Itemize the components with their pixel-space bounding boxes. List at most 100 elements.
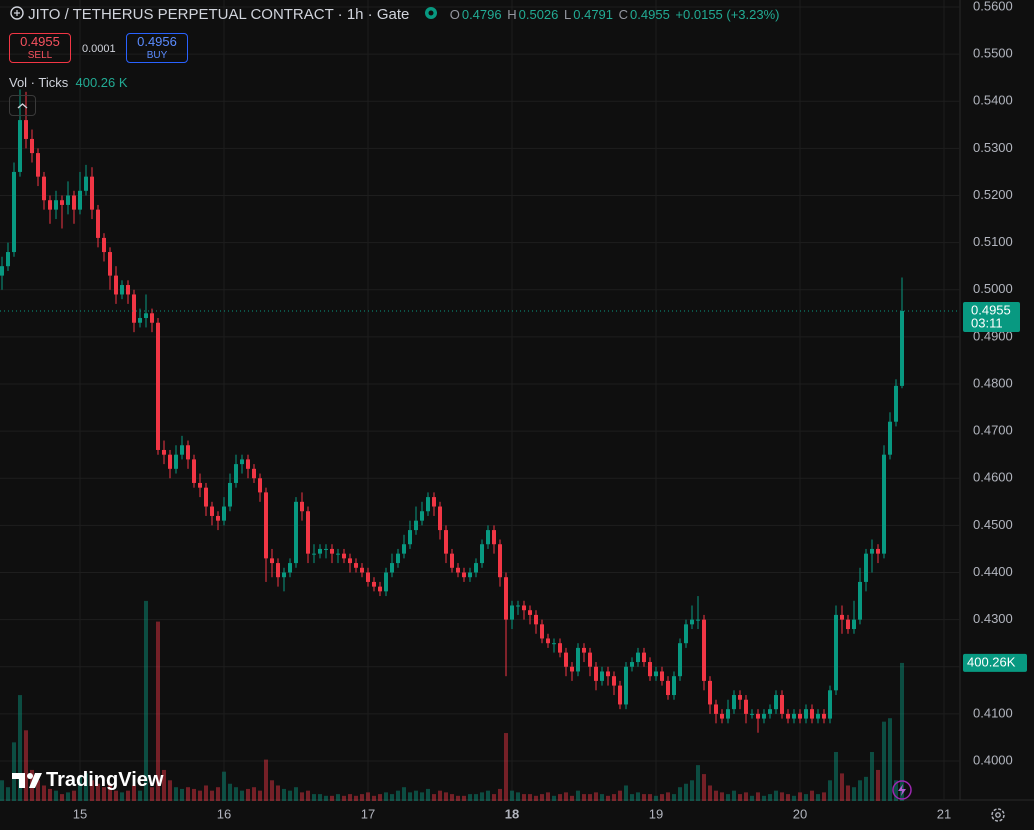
ohlc-letter: C [618, 7, 629, 22]
y-tick-label: 0.5000 [973, 281, 1013, 296]
sell-button[interactable]: 0.4955 SELL [9, 33, 71, 63]
volume-bar [527, 794, 532, 801]
candle-body [65, 195, 70, 205]
y-tick-label: 0.4300 [973, 611, 1013, 626]
x-tick-label: 18 [505, 806, 519, 821]
candle-body [551, 643, 556, 645]
volume-bar [317, 794, 322, 801]
candle-body [773, 695, 778, 710]
volume-bar [275, 785, 280, 801]
candle-body [419, 511, 424, 521]
candle-body [47, 200, 52, 210]
candle-body [449, 553, 454, 568]
volume-bar [23, 730, 28, 801]
volume-bar [287, 790, 292, 801]
sell-label: SELL [27, 50, 53, 61]
volume-bar [413, 790, 418, 801]
candle-body [107, 252, 112, 276]
candle-body [341, 553, 346, 559]
candle-body [887, 421, 892, 455]
candle-body [839, 614, 844, 620]
candle-body [635, 652, 640, 663]
ohlc-letter: L [564, 7, 572, 22]
candle-body [173, 454, 178, 469]
volume-bar [509, 790, 514, 801]
candle-body [137, 318, 142, 323]
volume-bar [17, 695, 22, 801]
volume-bar [83, 773, 88, 801]
volume-bar [701, 774, 706, 801]
settings-icon[interactable] [991, 808, 1005, 822]
candle-body [803, 709, 808, 719]
volume-bar [581, 794, 586, 801]
volume-bar [281, 788, 286, 801]
candle-body [239, 459, 244, 465]
volume-bar [149, 787, 154, 801]
volume-bar [845, 785, 850, 801]
ohlc-value: 0.4955 [630, 7, 670, 22]
candle-body [677, 643, 682, 677]
axis-panel [960, 0, 1034, 830]
header: JITO / TETHERUS PERPETUAL CONTRACT · 1h … [10, 6, 784, 23]
candle-body [725, 709, 730, 719]
candle-body [479, 544, 484, 564]
y-tick-label: 0.4100 [973, 705, 1013, 720]
volume-bar [455, 795, 460, 801]
volume-bar [479, 792, 484, 801]
volume-bar [119, 792, 124, 801]
candle-body [455, 567, 460, 573]
candle-body [347, 558, 352, 564]
volume-bar [407, 792, 412, 801]
candle-body [227, 482, 232, 507]
volume-bar [353, 795, 358, 801]
candle-body [443, 530, 448, 554]
volume-bar [815, 794, 820, 801]
collapse-button[interactable] [9, 95, 36, 116]
alert-icon[interactable] [892, 780, 912, 800]
candle-body [395, 553, 400, 564]
y-tick-label: 0.5400 [973, 93, 1013, 108]
candle-body [701, 619, 706, 681]
candle-body [881, 454, 886, 554]
volume-bar [563, 792, 568, 801]
candle-body [761, 713, 766, 719]
candle-body [221, 506, 226, 521]
volume-bar [245, 788, 250, 801]
candle-body [671, 676, 676, 696]
volume-bar [647, 794, 652, 801]
brand-logo[interactable]: TradingView [12, 769, 163, 792]
brand-name: TradingView [46, 769, 164, 791]
volume-bar [761, 795, 766, 801]
alert-bolt [898, 784, 906, 796]
volume-bar [833, 752, 838, 801]
volume-bar [839, 773, 844, 801]
candle-body [611, 676, 616, 686]
buy-button[interactable]: 0.4956 BUY [126, 33, 188, 63]
candle-body [863, 553, 868, 582]
volume-bar [305, 790, 310, 801]
volume-bar [389, 794, 394, 801]
x-tick-label: 20 [793, 806, 807, 821]
volume-bar [623, 785, 628, 801]
candle-body [377, 586, 382, 592]
gear-inner [995, 812, 1001, 818]
volume-bar [155, 621, 160, 801]
volume-bar [767, 794, 772, 801]
volume-bar [395, 790, 400, 801]
candle-body [407, 530, 412, 545]
candle-body [767, 709, 772, 714]
candle-body [659, 671, 664, 681]
candle-body [131, 294, 136, 323]
spread: 0.0001 [82, 43, 116, 55]
y-tick-label: 0.4800 [973, 375, 1013, 390]
volume-bar [449, 794, 454, 801]
y-tick-label: 0.5300 [973, 140, 1013, 155]
volume-bar [467, 794, 472, 801]
candle-body [473, 563, 478, 573]
candle-body [191, 459, 196, 483]
volume-bar [503, 733, 508, 801]
candle-body [143, 313, 148, 319]
candle-body [563, 652, 568, 667]
candle-body [491, 530, 496, 545]
candle-body [461, 572, 466, 578]
